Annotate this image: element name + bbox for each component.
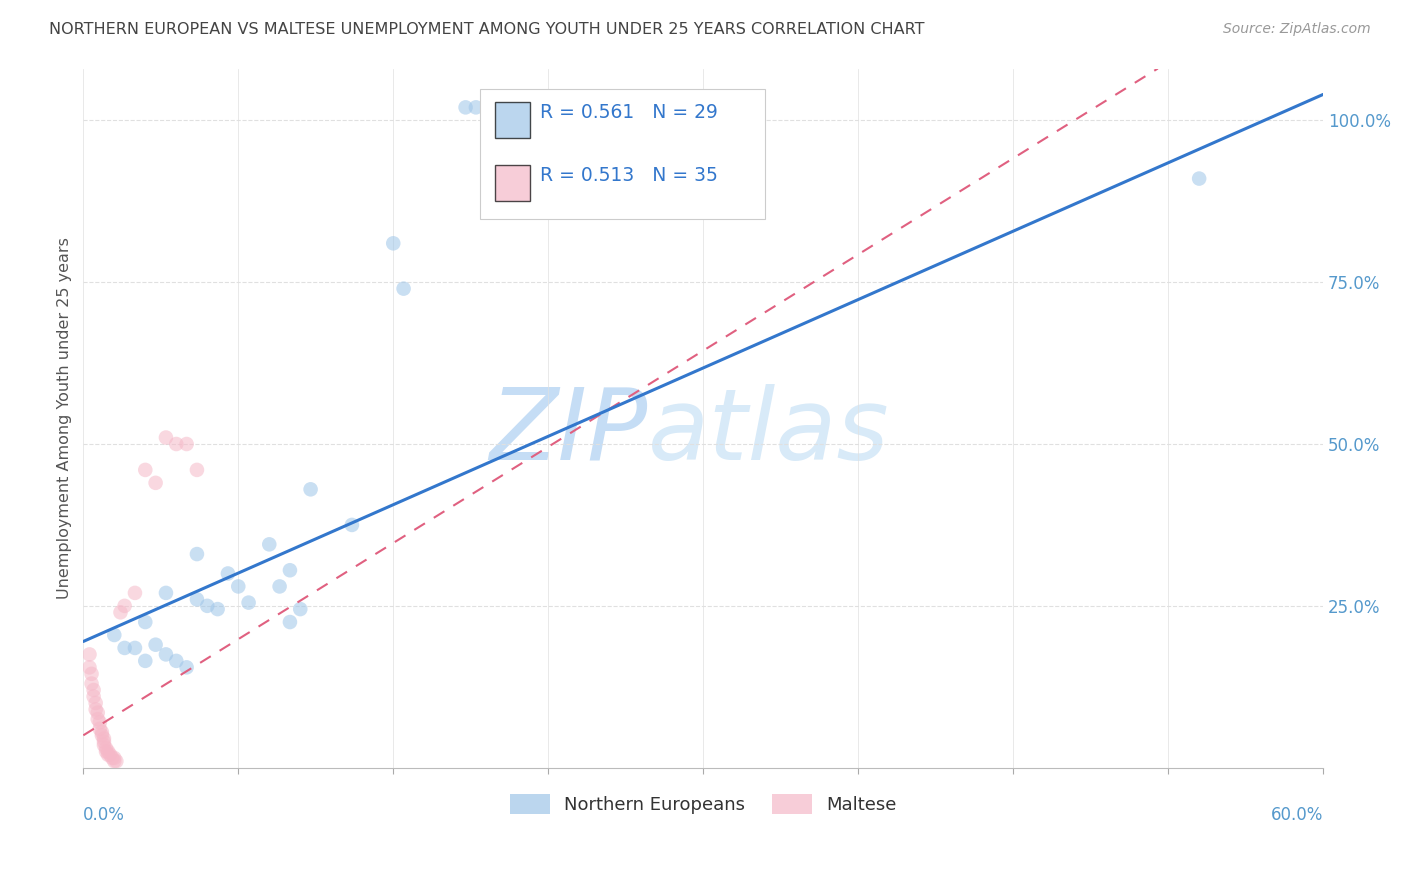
Point bbox=[80, 666, 103, 681]
Point bbox=[382, 236, 405, 251]
Point bbox=[290, 602, 312, 616]
Point bbox=[87, 712, 110, 726]
Point bbox=[278, 615, 301, 629]
Text: 60.0%: 60.0% bbox=[1271, 806, 1323, 824]
Point bbox=[114, 599, 136, 613]
Point bbox=[269, 579, 291, 593]
Text: NORTHERN EUROPEAN VS MALTESE UNEMPLOYMENT AMONG YOUTH UNDER 25 YEARS CORRELATION: NORTHERN EUROPEAN VS MALTESE UNEMPLOYMEN… bbox=[49, 22, 925, 37]
Point bbox=[195, 599, 218, 613]
Point bbox=[98, 747, 121, 762]
Point bbox=[299, 483, 322, 497]
Point bbox=[176, 437, 198, 451]
Point bbox=[155, 586, 177, 600]
Point bbox=[105, 754, 128, 768]
Point bbox=[464, 100, 486, 114]
Point bbox=[207, 602, 229, 616]
Point bbox=[103, 754, 125, 768]
Point bbox=[87, 706, 110, 720]
Point bbox=[238, 596, 260, 610]
Point bbox=[79, 660, 101, 674]
Text: R = 0.513   N = 35: R = 0.513 N = 35 bbox=[540, 166, 717, 185]
Point bbox=[93, 738, 115, 752]
Legend: Northern Europeans, Maltese: Northern Europeans, Maltese bbox=[502, 787, 904, 822]
Point bbox=[134, 615, 156, 629]
Point bbox=[84, 702, 107, 716]
Point bbox=[80, 676, 103, 690]
Point bbox=[217, 566, 239, 581]
Point bbox=[176, 660, 198, 674]
Point bbox=[145, 475, 167, 490]
Point bbox=[90, 725, 112, 739]
Point bbox=[101, 751, 124, 765]
Point bbox=[278, 563, 301, 577]
Point bbox=[145, 638, 167, 652]
Point bbox=[94, 745, 117, 759]
Text: atlas: atlas bbox=[647, 384, 889, 481]
Point bbox=[226, 579, 249, 593]
Point bbox=[124, 586, 146, 600]
Point bbox=[454, 100, 477, 114]
Point bbox=[155, 648, 177, 662]
Text: 0.0%: 0.0% bbox=[83, 806, 125, 824]
Point bbox=[93, 731, 115, 746]
Point bbox=[165, 437, 187, 451]
Point bbox=[79, 648, 101, 662]
Point bbox=[83, 690, 105, 704]
Point bbox=[97, 745, 120, 759]
Point bbox=[186, 463, 208, 477]
Point bbox=[155, 431, 177, 445]
Point bbox=[1188, 171, 1211, 186]
Text: R = 0.561   N = 29: R = 0.561 N = 29 bbox=[540, 103, 717, 122]
Point bbox=[340, 517, 363, 532]
Y-axis label: Unemployment Among Youth under 25 years: Unemployment Among Youth under 25 years bbox=[58, 237, 72, 599]
Point bbox=[134, 654, 156, 668]
Point bbox=[83, 683, 105, 698]
Point bbox=[89, 715, 111, 730]
Point bbox=[89, 722, 111, 736]
Point bbox=[124, 640, 146, 655]
Point bbox=[165, 654, 187, 668]
FancyBboxPatch shape bbox=[495, 102, 530, 138]
Point bbox=[114, 640, 136, 655]
Point bbox=[84, 696, 107, 710]
Point bbox=[93, 735, 115, 749]
Point bbox=[259, 537, 281, 551]
FancyBboxPatch shape bbox=[479, 89, 765, 219]
Point bbox=[103, 628, 125, 642]
Text: ZIP: ZIP bbox=[489, 384, 647, 481]
Point bbox=[90, 728, 112, 742]
Point bbox=[103, 751, 125, 765]
Point bbox=[134, 463, 156, 477]
Text: Source: ZipAtlas.com: Source: ZipAtlas.com bbox=[1223, 22, 1371, 37]
Point bbox=[392, 282, 415, 296]
Point bbox=[97, 747, 120, 762]
Point bbox=[186, 592, 208, 607]
Point bbox=[110, 605, 132, 619]
Point bbox=[94, 741, 117, 756]
FancyBboxPatch shape bbox=[495, 165, 530, 202]
Point bbox=[186, 547, 208, 561]
